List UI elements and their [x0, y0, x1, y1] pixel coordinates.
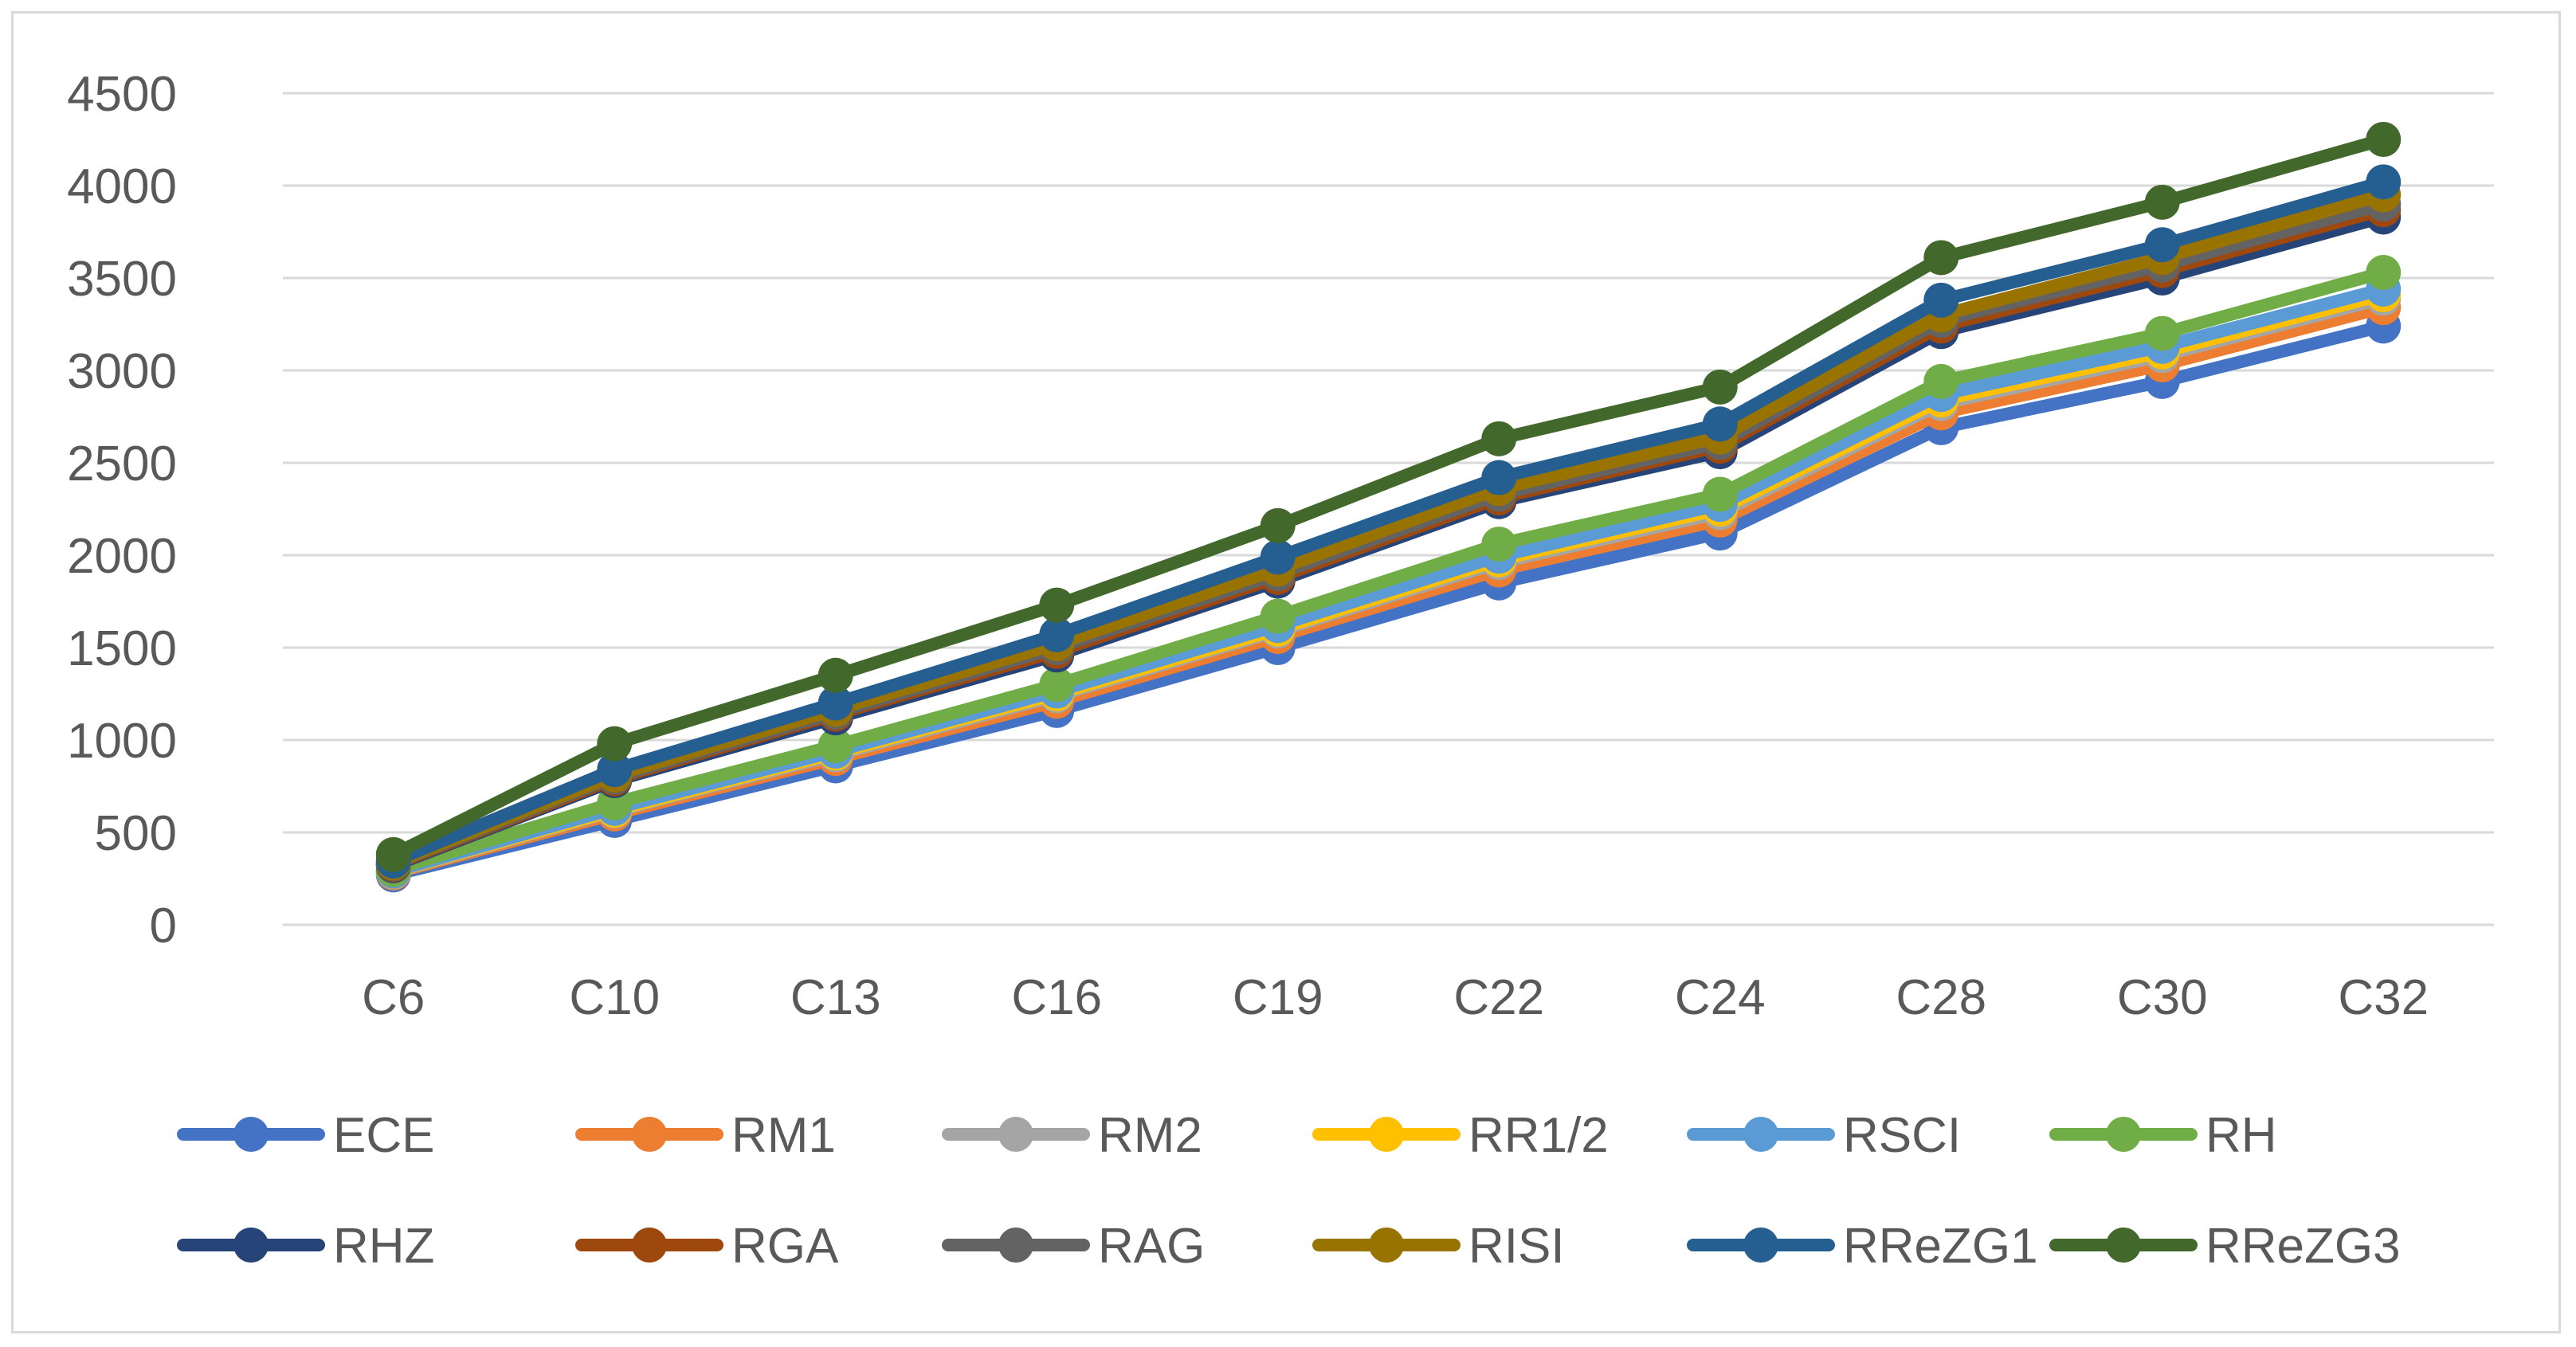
legend-label: RM1 — [731, 1108, 836, 1163]
legend-label: RH — [2205, 1108, 2277, 1163]
data-point — [1702, 476, 1738, 512]
legend-item: RM2 — [942, 1108, 1202, 1163]
data-point — [817, 657, 853, 693]
y-tick-label: 0 — [150, 899, 177, 953]
x-tick-label: C22 — [1453, 970, 1544, 1025]
series-lines — [375, 122, 2402, 893]
legend-label: RAG — [1098, 1219, 1205, 1274]
legend-label: RGA — [731, 1219, 839, 1274]
y-tick-label: 4000 — [67, 159, 177, 214]
x-tick-label: C6 — [362, 970, 425, 1025]
data-point — [2144, 315, 2180, 351]
data-point — [1039, 617, 1075, 652]
legend-label: RR1/2 — [1468, 1108, 1609, 1163]
legend-label: RISI — [1468, 1219, 1565, 1274]
data-point — [597, 752, 633, 788]
legend-item: RM1 — [575, 1108, 836, 1163]
data-point — [817, 685, 853, 721]
data-point — [1481, 460, 1517, 495]
legend-item: ECE — [177, 1108, 434, 1163]
data-point — [375, 836, 411, 872]
data-point — [817, 727, 853, 763]
legend-label: RReZG3 — [2205, 1219, 2401, 1274]
y-tick-label: 1000 — [67, 714, 177, 769]
legend-swatch-marker — [2106, 1228, 2141, 1263]
data-point — [1260, 507, 1296, 543]
legend-item: RGA — [575, 1219, 839, 1274]
series-rh — [375, 255, 2402, 887]
y-tick-label: 500 — [95, 806, 177, 861]
legend-item: RReZG1 — [1687, 1219, 2038, 1274]
legend-swatch-marker — [998, 1228, 1033, 1263]
legend-item: RISI — [1312, 1219, 1565, 1274]
x-tick-label: C10 — [569, 970, 660, 1025]
legend: ECE RM1 RM2 RR1/2 RSCI RH RHZ RGA RAG RISI RReZG1 R… — [177, 1108, 2401, 1274]
series-rrezg3 — [375, 122, 2402, 872]
legend-item: RSCI — [1687, 1108, 1961, 1163]
data-point — [1923, 240, 1959, 276]
legend-label: ECE — [333, 1108, 434, 1163]
series-line — [386, 266, 2390, 876]
data-point — [1481, 527, 1517, 562]
y-axis-ticks: 0 500 1000 1500 2000 2500 3000 3500 4000 4500 — [67, 67, 177, 953]
legend-swatch-marker — [1369, 1117, 1404, 1152]
legend-item: RH — [2049, 1108, 2277, 1163]
series-line — [386, 319, 2390, 882]
x-tick-label: C19 — [1233, 970, 1323, 1025]
data-point — [2144, 184, 2180, 220]
legend-swatch-marker — [1369, 1228, 1404, 1263]
legend-label: RM2 — [1098, 1108, 1202, 1163]
data-point — [2144, 227, 2180, 263]
legend-item: RReZG3 — [2049, 1219, 2401, 1274]
data-point — [2366, 255, 2402, 291]
data-point — [1702, 406, 1738, 442]
data-point — [1481, 421, 1517, 456]
data-point — [597, 726, 633, 762]
series-line — [386, 175, 2390, 867]
y-tick-label: 2000 — [67, 529, 177, 584]
legend-swatch-marker — [632, 1117, 667, 1152]
legend-item: RR1/2 — [1312, 1108, 1609, 1163]
legend-item: RHZ — [177, 1219, 434, 1274]
legend-swatch-marker — [1743, 1228, 1778, 1263]
x-tick-label: C32 — [2338, 970, 2429, 1025]
legend-swatch-marker — [2106, 1117, 2141, 1152]
x-tick-label: C30 — [2117, 970, 2208, 1025]
legend-swatch-marker — [233, 1228, 269, 1263]
legend-swatch-marker — [233, 1117, 269, 1152]
x-tick-label: C24 — [1675, 970, 1766, 1025]
data-point — [1260, 539, 1296, 575]
series-line — [386, 133, 2390, 861]
y-tick-label: 3000 — [67, 344, 177, 399]
y-tick-label: 1500 — [67, 621, 177, 676]
data-point — [2366, 122, 2402, 157]
chart-frame — [11, 11, 2561, 1333]
data-point — [1039, 587, 1075, 623]
legend-item: RAG — [942, 1219, 1205, 1274]
legend-swatch-marker — [632, 1228, 667, 1263]
data-point — [1923, 363, 1959, 399]
data-point — [1039, 667, 1075, 703]
legend-swatch-marker — [998, 1117, 1033, 1152]
y-tick-label: 3500 — [67, 252, 177, 307]
legend-label: RSCI — [1843, 1108, 1961, 1163]
x-tick-label: C28 — [1896, 970, 1986, 1025]
legend-swatch-marker — [1743, 1117, 1778, 1152]
data-point — [2366, 164, 2402, 200]
data-point — [1260, 598, 1296, 634]
data-point — [1702, 369, 1738, 405]
x-tick-label: C16 — [1011, 970, 1102, 1025]
x-tick-label: C13 — [790, 970, 881, 1025]
legend-label: RHZ — [333, 1219, 434, 1274]
data-point — [1923, 282, 1959, 318]
legend-label: RReZG1 — [1843, 1219, 2038, 1274]
y-tick-label: 4500 — [67, 67, 177, 122]
y-tick-label: 2500 — [67, 437, 177, 491]
x-axis-ticks: C6 C10 C13 C16 C19 C22 C24 C28 C30 C32 — [362, 970, 2429, 1025]
